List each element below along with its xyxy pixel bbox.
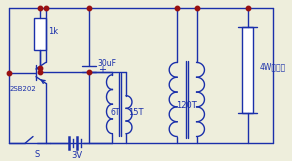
Text: 120T: 120T [176, 101, 197, 110]
Bar [34, 18, 46, 50]
Text: +: + [98, 65, 106, 75]
Text: 6T: 6T [111, 108, 120, 117]
Text: 30uF: 30uF [98, 59, 117, 68]
Text: 3V: 3V [72, 151, 83, 160]
Text: 2SB202: 2SB202 [10, 86, 36, 92]
Text: 4W日光灯: 4W日光灯 [259, 63, 286, 72]
Text: 1k: 1k [48, 27, 58, 36]
Bar [242, 27, 253, 113]
Text: 15T: 15T [128, 108, 144, 117]
Text: S: S [34, 150, 40, 159]
